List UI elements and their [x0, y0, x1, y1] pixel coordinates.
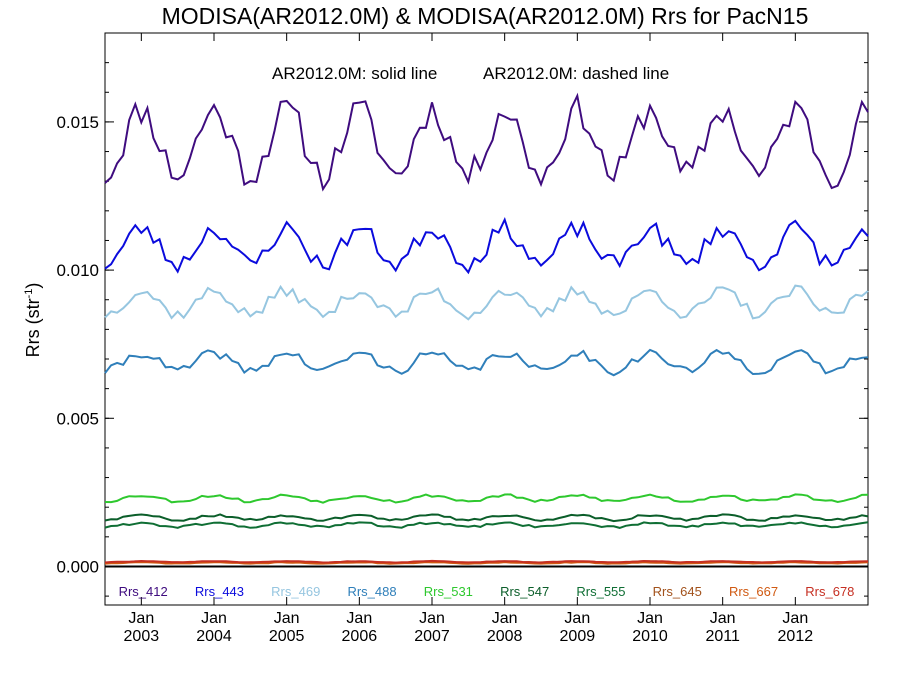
series-line-rrs-469 [104, 284, 869, 321]
x-tick-month: Jan [710, 610, 736, 627]
x-tick-month: Jan [637, 610, 663, 627]
annotation-dashed-line: AR2012.0M: dashed line [483, 64, 669, 83]
plot-area [104, 32, 869, 606]
series-line-rrs-555 [104, 521, 869, 529]
y-tick-label: 0.015 [56, 113, 99, 132]
x-tick-year: 2008 [487, 628, 523, 645]
x-tick-year: 2012 [778, 628, 814, 645]
plot-frame [104, 32, 869, 606]
series-line-rrs-488 [104, 348, 869, 377]
x-tick-month: Jan [274, 610, 300, 627]
series-line-rrs-443 [104, 216, 869, 275]
legend-item-rrs-547: Rrs_547 [500, 584, 549, 599]
annotation-solid-line: AR2012.0M: solid line [272, 64, 437, 83]
x-tick-year: 2004 [196, 628, 232, 645]
x-tick-month: Jan [201, 610, 227, 627]
x-tick-month: Jan [346, 610, 372, 627]
series-line-rrs-547 [104, 513, 869, 523]
x-tick-month: Jan [128, 610, 154, 627]
y-tick-label: 0.005 [56, 409, 99, 428]
x-tick-month: Jan [564, 610, 590, 627]
x-tick-year: 2011 [705, 628, 740, 645]
legend-item-rrs-645: Rrs_645 [653, 584, 702, 599]
x-tick-year: 2005 [269, 628, 305, 645]
x-tick-year: 2009 [560, 628, 596, 645]
legend: Rrs_412 Rrs_443 Rrs_469 Rrs_488 Rrs_531 Rrs_5… [119, 584, 855, 599]
series-line-rrs-678 [104, 559, 869, 564]
x-tick-month: Jan [492, 610, 518, 627]
legend-item-rrs-667: Rrs_667 [729, 584, 778, 599]
x-tick-year: 2006 [342, 628, 378, 645]
legend-item-rrs-469: Rrs_469 [271, 584, 320, 599]
legend-item-rrs-443: Rrs_443 [195, 584, 244, 599]
y-axis-label: Rrs (str-1) [23, 283, 43, 358]
y-tick-label: 0.010 [56, 261, 99, 280]
y-axis-label-superscript: -1 [23, 289, 35, 299]
y-axis: 0.000 0.005 0.010 0.015 [56, 62, 868, 597]
series-lines [104, 92, 869, 565]
x-tick-year: 2003 [124, 628, 160, 645]
x-tick-year: 2010 [632, 628, 668, 645]
legend-item-rrs-488: Rrs_488 [347, 584, 396, 599]
x-tick-month: Jan [419, 610, 445, 627]
legend-item-rrs-555: Rrs_555 [576, 584, 625, 599]
series-line-rrs-531 [104, 493, 869, 504]
y-tick-label: 0.000 [56, 557, 99, 576]
legend-item-rrs-531: Rrs_531 [424, 584, 473, 599]
series-line-rrs-412 [104, 92, 869, 192]
x-tick-year: 2007 [414, 628, 450, 645]
x-tick-month: Jan [782, 610, 808, 627]
legend-item-rrs-678: Rrs_678 [805, 584, 854, 599]
x-axis: Jan2003Jan2004Jan2005Jan2006Jan2007Jan20… [124, 33, 814, 645]
series-line-rrs-667 [104, 561, 869, 565]
legend-item-rrs-412: Rrs_412 [119, 584, 168, 599]
chart-title: MODISA(AR2012.0M) & MODISA(AR2012.0M) Rr… [162, 3, 809, 29]
